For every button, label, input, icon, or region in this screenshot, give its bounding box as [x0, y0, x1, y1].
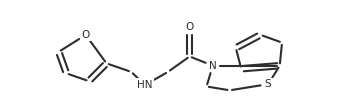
Text: N: N	[209, 61, 216, 71]
Text: O: O	[186, 22, 194, 32]
Text: S: S	[265, 79, 271, 89]
Text: HN: HN	[137, 80, 153, 90]
Text: O: O	[82, 30, 90, 40]
